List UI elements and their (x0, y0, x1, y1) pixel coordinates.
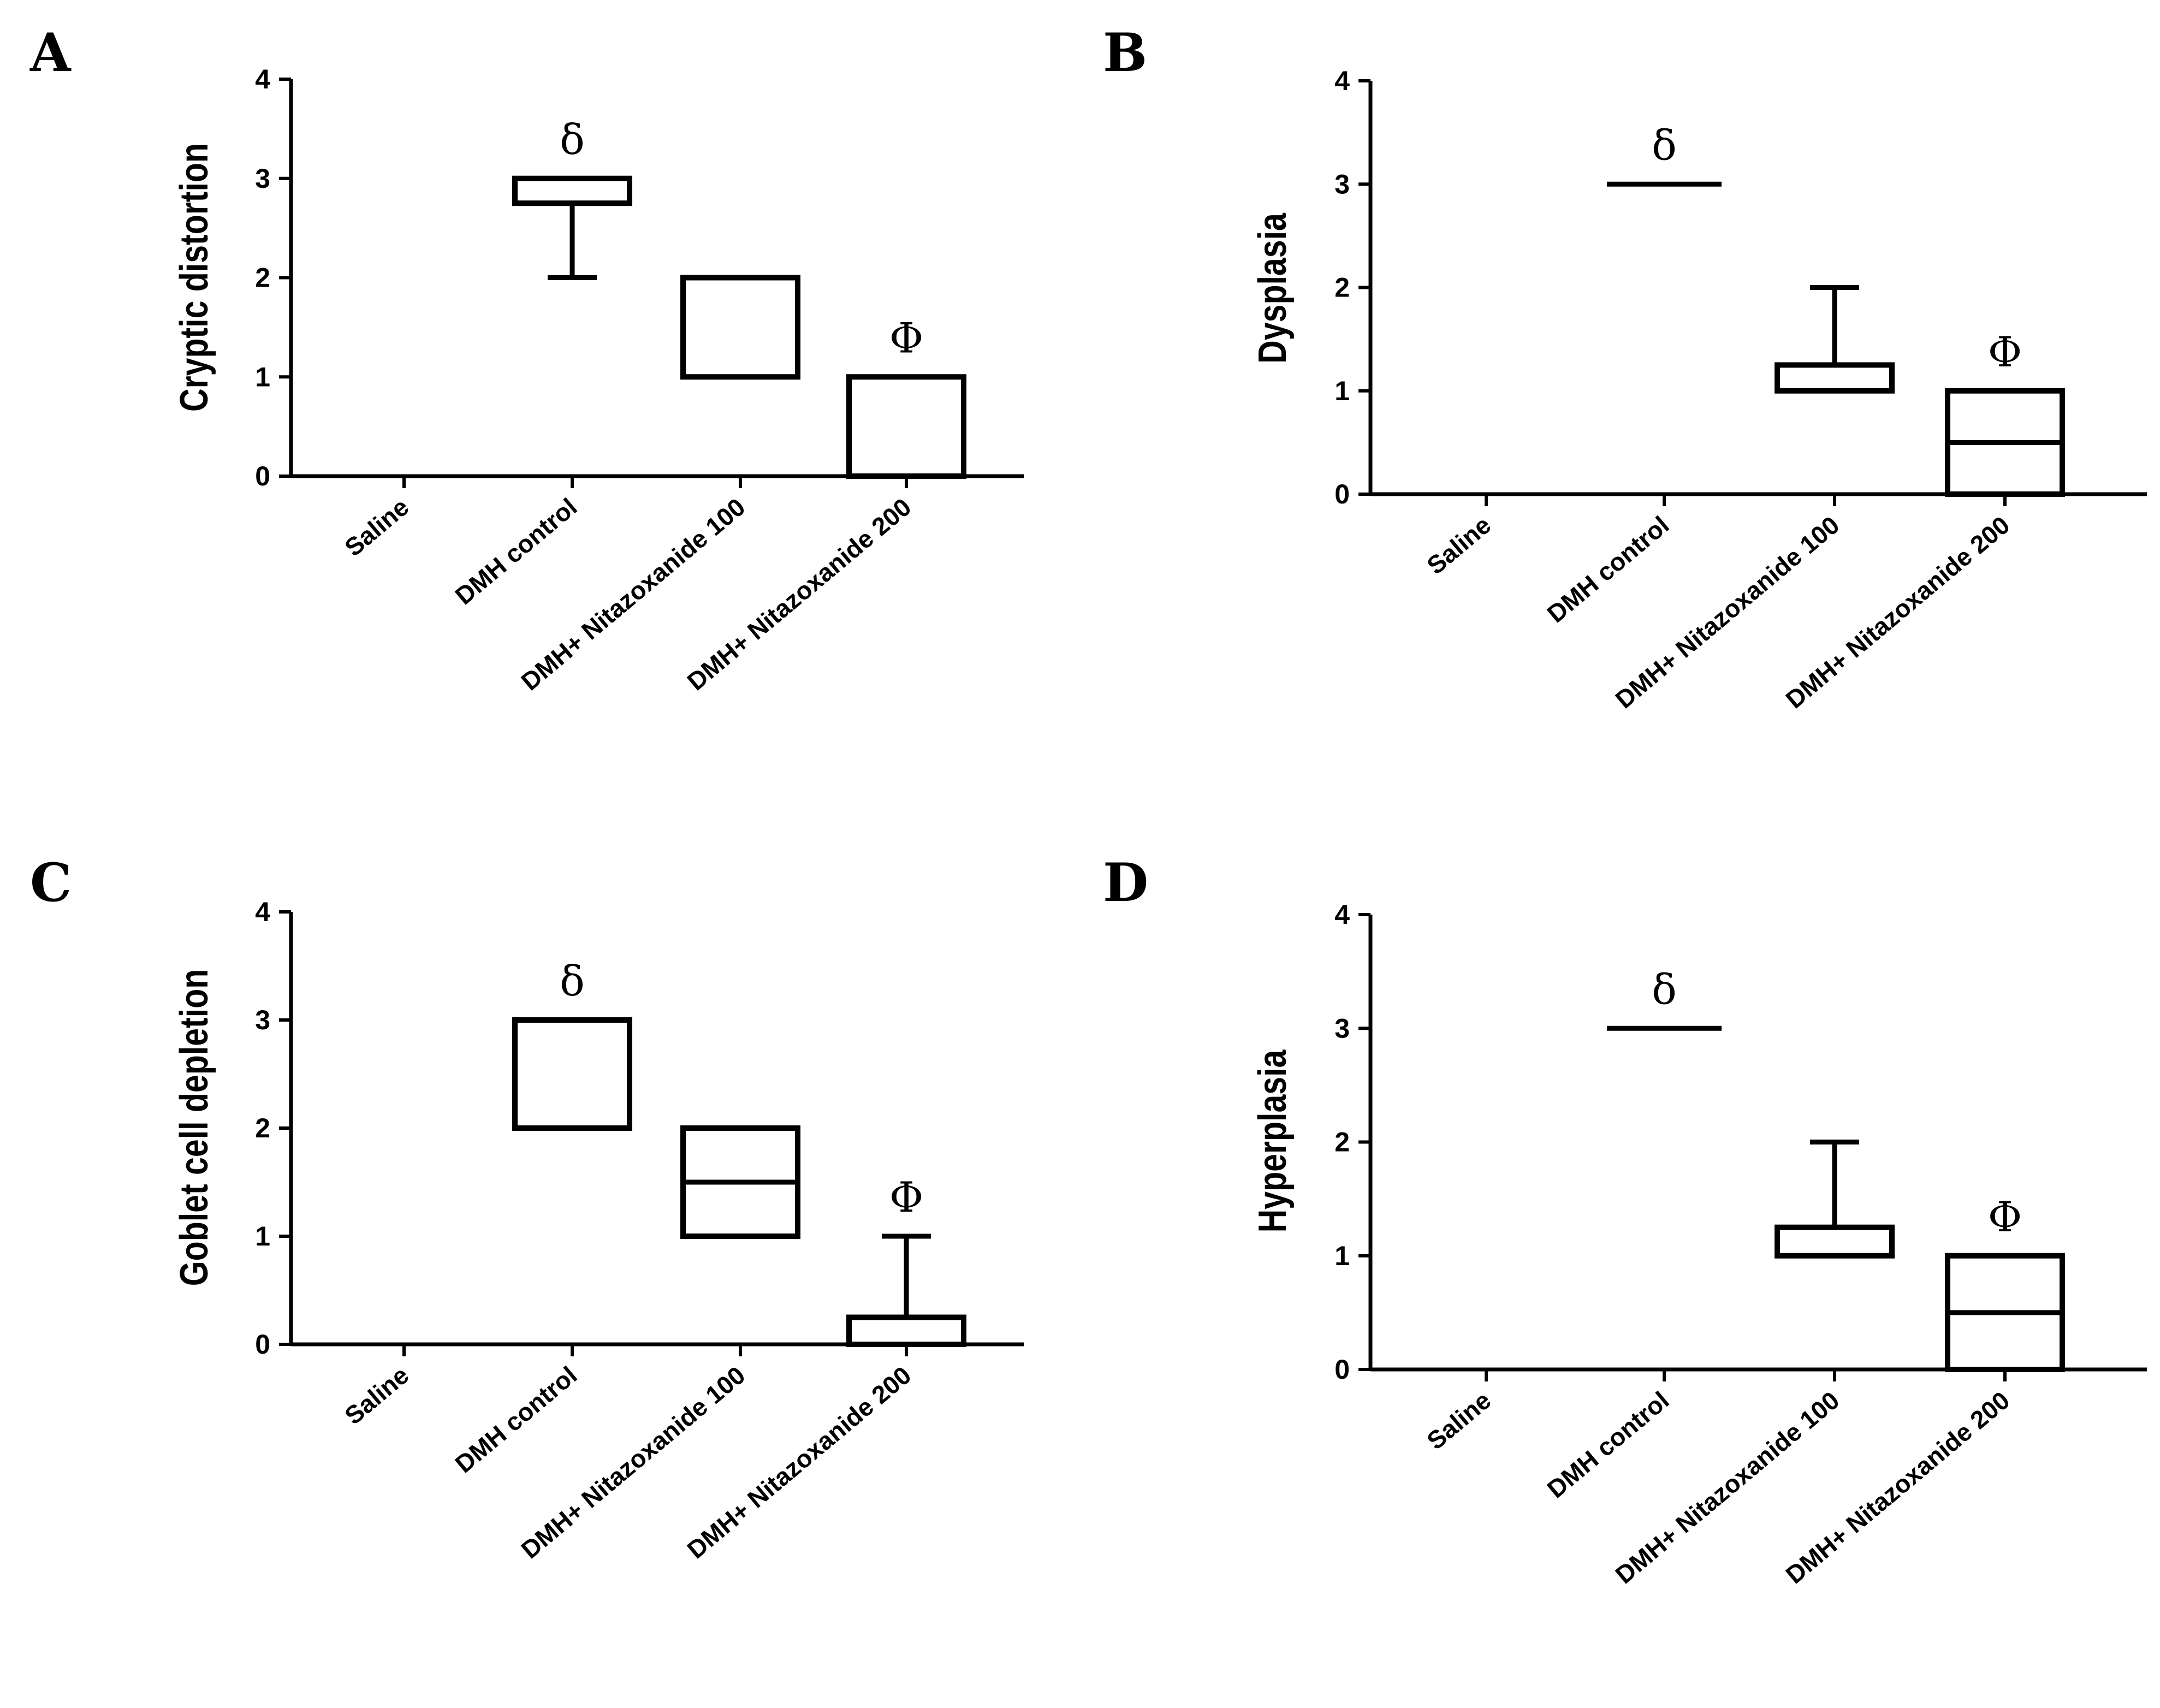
y-tick-label: 3 (1334, 169, 1350, 199)
y-tick-label: 3 (255, 163, 270, 194)
x-category-label: Saline (1421, 1386, 1496, 1455)
x-category-label: DMH control (1542, 1386, 1675, 1504)
significance-mark: δ (1652, 121, 1677, 169)
x-category-label: Saline (339, 1361, 414, 1430)
significance-mark: Φ (1988, 1193, 2022, 1241)
box-4: Φ (1945, 328, 2065, 497)
y-tick-label: 2 (255, 263, 270, 293)
x-category-label: Saline (339, 493, 414, 562)
y-tick-label: 0 (255, 461, 270, 491)
y-tick-label: 3 (255, 1005, 270, 1035)
y-axis-label: Cryptic distortion (171, 143, 216, 412)
y-tick-label: 2 (1334, 1127, 1350, 1158)
box-3 (680, 275, 800, 380)
significance-mark: δ (1652, 965, 1677, 1013)
panel-letter: B (1103, 22, 1147, 84)
y-tick-label: 0 (255, 1329, 270, 1360)
y-tick-label: 4 (255, 64, 270, 94)
significance-mark: Φ (1988, 328, 2022, 376)
y-tick-label: 4 (1334, 899, 1350, 930)
y-tick-label: 4 (255, 897, 270, 927)
box-3 (1775, 1140, 1895, 1259)
x-category-label: DMH control (450, 493, 583, 610)
y-tick-label: 1 (255, 1221, 270, 1252)
y-tick-label: 2 (255, 1113, 270, 1143)
panel-letter: A (29, 22, 72, 84)
x-category-label: Saline (1421, 511, 1496, 580)
iqr-box (512, 175, 632, 206)
y-tick-label: 3 (1334, 1013, 1350, 1043)
panel-c: C 0 1 2 3 4 Goblet cell depletion Saline DMH con… (30, 852, 1024, 1564)
y-tick-label: 2 (1334, 272, 1350, 303)
box-2: δ (512, 957, 632, 1131)
box-4: Φ (846, 1173, 966, 1347)
iqr-box (846, 374, 966, 479)
box-3 (680, 1125, 800, 1239)
box-4: Φ (1945, 1193, 2065, 1372)
box-2: δ (1607, 965, 1722, 1031)
iqr-box (1775, 362, 1895, 394)
panel-letter: C (30, 852, 72, 914)
iqr-box (846, 1314, 966, 1347)
x-category-label: DMH control (450, 1361, 583, 1479)
significance-mark: Φ (889, 1173, 923, 1221)
iqr-box (1775, 1224, 1895, 1259)
y-axis-label: Dysplasia (1250, 212, 1294, 364)
panel-letter: D (1103, 852, 1148, 914)
iqr-box (680, 275, 800, 380)
y-tick-label: 1 (1334, 1241, 1350, 1271)
y-axis-label: Hyperplasia (1250, 1049, 1294, 1232)
y-axis-label: Goblet cell depletion (171, 969, 216, 1286)
significance-mark: δ (560, 115, 585, 164)
x-category-label: DMH control (1542, 511, 1675, 628)
y-tick-label: 1 (255, 361, 270, 392)
y-tick-label: 0 (1334, 479, 1350, 509)
y-tick-label: 4 (1334, 66, 1350, 96)
significance-mark: Φ (889, 313, 923, 362)
y-tick-label: 0 (1334, 1354, 1350, 1385)
panel-a: A 0 1 2 3 4 Cryptic distortion Saline DMH contro… (29, 22, 1024, 696)
significance-mark: δ (560, 957, 585, 1005)
y-tick-label: 1 (1334, 376, 1350, 406)
box-2: δ (512, 115, 632, 280)
box-3 (1775, 285, 1895, 394)
iqr-box (512, 1017, 632, 1131)
box-4: Φ (846, 313, 966, 479)
box-2: δ (1607, 121, 1722, 187)
